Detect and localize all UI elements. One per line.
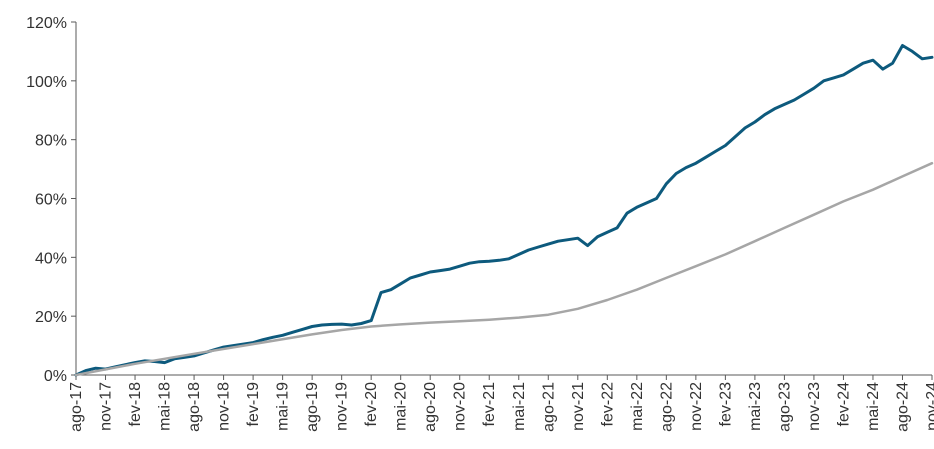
y-tick-label: 20% <box>35 309 67 326</box>
x-tick-label: ago-20 <box>422 382 439 432</box>
x-tick-label: mai-22 <box>629 382 646 431</box>
x-tick-label: ago-19 <box>304 382 321 432</box>
x-tick-label: ago-23 <box>776 382 793 432</box>
x-tick-label: ago-21 <box>540 382 557 432</box>
series-line-2 <box>74 161 934 377</box>
y-tick-label: 0% <box>44 368 67 385</box>
x-tick-label: nov-17 <box>98 382 115 431</box>
x-tick-label: ago-22 <box>658 382 675 432</box>
x-tick-label: nov-19 <box>334 382 351 431</box>
x-tick-label: ago-18 <box>186 382 203 432</box>
y-tick-label: 80% <box>35 133 67 150</box>
x-tick-label: fev-21 <box>481 382 498 427</box>
y-tick-label: 100% <box>26 74 67 91</box>
plot-area: 0% 20% 40% 60% 80% 100% 120% ago-17 nov-17 fev-18… <box>26 15 934 432</box>
x-tick-label: nov-18 <box>216 382 233 431</box>
x-tick-label: mai-21 <box>511 382 528 431</box>
x-tick-label: fev-22 <box>599 382 616 427</box>
x-tick-label: ago-17 <box>68 382 85 432</box>
x-tick-label: nov-24 <box>924 382 934 431</box>
x-tick-label: mai-18 <box>157 382 174 431</box>
x-tick-label: mai-23 <box>747 382 764 431</box>
x-tick-label: fev-18 <box>127 382 144 427</box>
x-tick-label: ago-24 <box>894 382 911 432</box>
y-tick-label: 120% <box>26 15 67 32</box>
x-tick-label: fev-19 <box>245 382 262 427</box>
x-tick-label: mai-20 <box>393 382 410 431</box>
x-tick-label: nov-21 <box>570 382 587 431</box>
x-tick-label: nov-20 <box>452 382 469 431</box>
y-tick-label: 40% <box>35 250 67 267</box>
x-tick-label: nov-23 <box>806 382 823 431</box>
x-tick-label: fev-24 <box>835 382 852 427</box>
x-tick-label: fev-23 <box>717 382 734 427</box>
x-tick-label: mai-24 <box>865 382 882 431</box>
y-tick-label: 60% <box>35 192 67 209</box>
x-tick-label: fev-20 <box>363 382 380 427</box>
x-tick-label: mai-19 <box>275 382 292 431</box>
x-tick-label: nov-22 <box>688 382 705 431</box>
series-line-1 <box>74 44 934 377</box>
